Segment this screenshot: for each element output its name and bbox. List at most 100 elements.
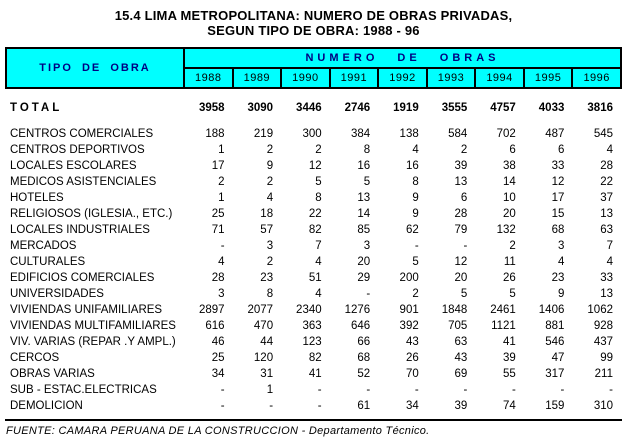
table-row: LOCALES INDUSTRIALES 71 57 82 85 62 79 132 68 63 <box>6 222 621 238</box>
table-row: MERCADOS - 3 7 3 - - 2 3 7 <box>6 238 621 254</box>
cell-value: 1848 <box>441 304 468 316</box>
cell-value: 3958 <box>198 101 225 114</box>
cell-value: 4 <box>315 288 322 300</box>
cell-value: - <box>366 384 371 396</box>
cell-value: 5 <box>460 288 468 300</box>
cell-value: 123 <box>302 336 322 348</box>
cell-value: 12 <box>551 176 565 188</box>
cell-value: - <box>560 384 565 396</box>
cell-value: 9 <box>412 192 419 204</box>
cell-value: 82 <box>308 352 322 364</box>
cell-value: 437 <box>593 336 613 348</box>
cell-value: 138 <box>399 128 419 140</box>
cell-value: 1121 <box>491 320 516 332</box>
cell-value: - <box>511 384 516 396</box>
cell-value: 2 <box>266 256 274 268</box>
row-label: VIV. VARIAS (REPAR .Y AMPL.) <box>10 336 176 348</box>
cell-value: 11 <box>503 256 516 268</box>
year-column-header: 1994 <box>474 67 525 89</box>
cell-value: 39 <box>503 352 516 364</box>
table-row: MEDICOS ASISTENCIALES 2 2 5 5 8 13 14 12 22 <box>6 174 621 190</box>
table-row: EDIFICIOS COMERCIALES 28 23 51 29 200 20 26 23 33 <box>6 270 621 286</box>
row-label: VIVIENDAS MULTIFAMILIARES <box>10 320 176 332</box>
cell-value: 85 <box>357 224 371 236</box>
cell-value: 300 <box>302 128 322 140</box>
year-column-header: 1990 <box>280 67 331 89</box>
row-label: VIVIENDAS UNIFAMILIARES <box>10 304 163 316</box>
cell-value: 317 <box>545 368 565 380</box>
cell-value: 52 <box>357 368 371 380</box>
cell-value: 901 <box>399 304 419 316</box>
cell-value: 1919 <box>393 101 419 114</box>
row-label: MEDICOS ASISTENCIALES <box>10 176 157 188</box>
cell-value: 2 <box>460 144 468 156</box>
cell-value: 646 <box>351 320 371 332</box>
cell-value: 37 <box>600 192 613 204</box>
cell-value: 363 <box>302 320 322 332</box>
cell-value: 584 <box>448 128 468 140</box>
cell-value: 38 <box>503 160 516 172</box>
cell-value: 705 <box>448 320 468 332</box>
cell-value: 18 <box>260 208 274 220</box>
cell-value: 29 <box>357 272 371 284</box>
column-group-header-numero-de-obras: NUMERO DE OBRAS <box>183 47 622 69</box>
cell-value: 1 <box>266 384 274 396</box>
cell-value: 82 <box>308 224 322 236</box>
cell-value: 6 <box>460 192 468 204</box>
cell-value: 63 <box>600 224 613 236</box>
cell-value: 8 <box>363 144 371 156</box>
cell-value: - <box>609 384 613 396</box>
table-row: UNIVERSIDADES 3 8 4 - 2 5 5 9 13 <box>6 286 621 302</box>
cell-value: 25 <box>211 352 225 364</box>
cell-value: 14 <box>503 176 516 188</box>
cell-value: 26 <box>503 272 516 284</box>
cell-value: 487 <box>545 128 565 140</box>
cell-value: 9 <box>557 288 565 300</box>
table-row: VIV. VARIAS (REPAR .Y AMPL.) 46 44 123 66 43 6… <box>6 334 621 350</box>
cell-value: 2 <box>266 176 274 188</box>
cell-value: 8 <box>412 176 419 188</box>
row-label: LOCALES INDUSTRIALES <box>10 224 150 236</box>
table-row: VIVIENDAS MULTIFAMILIARES 616 470 363 646 392… <box>6 318 621 334</box>
cell-value: - <box>269 400 274 412</box>
cell-value: 392 <box>399 320 419 332</box>
year-column-header: 1988 <box>183 67 234 89</box>
cell-value: - <box>414 384 419 396</box>
year-column-header: 1995 <box>522 67 574 89</box>
years-header-row: 1988 1989 1990 1991 1992 1993 1994 1995 1996 <box>6 67 622 89</box>
row-label: CENTROS COMERCIALES <box>10 128 154 140</box>
cell-value: 5 <box>509 288 516 300</box>
cell-value: 2 <box>218 176 225 188</box>
row-label: LOCALES ESCOLARES <box>10 160 137 172</box>
table-row: RELIGIOSOS (IGLESIA., ETC.) 25 18 22 14 9 28 20… <box>6 206 621 222</box>
cell-value: 3816 <box>587 101 613 114</box>
cell-value: 79 <box>454 224 468 236</box>
cell-value: 4 <box>315 256 322 268</box>
cell-value: 4 <box>218 256 225 268</box>
cell-value: 545 <box>593 128 613 140</box>
cell-value: 132 <box>496 224 516 236</box>
cell-value: 69 <box>454 368 468 380</box>
cell-value: 44 <box>260 336 274 348</box>
cell-value: 5 <box>363 176 371 188</box>
cell-value: 23 <box>551 272 565 284</box>
cell-value: 63 <box>454 336 468 348</box>
row-label: SUB - ESTAC.ELECTRICAS <box>10 384 157 396</box>
cell-value: - <box>463 384 468 396</box>
cell-value: 3 <box>363 240 371 252</box>
cell-value: 22 <box>600 176 613 188</box>
table-row: LOCALES ESCOLARES 17 9 12 16 16 39 38 33 28 <box>6 158 621 174</box>
cell-value: 3 <box>266 240 274 252</box>
table-row: OBRAS VARIAS 34 31 41 52 70 69 55 317 211 <box>6 366 621 382</box>
row-label: MERCADOS <box>10 240 77 252</box>
year-column-header: 1992 <box>377 67 428 89</box>
cell-value: 1406 <box>538 304 565 316</box>
cell-value: 57 <box>260 224 274 236</box>
cell-value: 68 <box>551 224 565 236</box>
source-note: FUENTE: CAMARA PERUANA DE LA CONSTRUCCIO… <box>6 425 430 437</box>
cell-value: 17 <box>551 192 565 204</box>
cell-value: 12 <box>454 256 468 268</box>
cell-value: 68 <box>357 352 371 364</box>
cell-value: 34 <box>405 400 419 412</box>
row-label: UNIVERSIDADES <box>10 288 104 300</box>
